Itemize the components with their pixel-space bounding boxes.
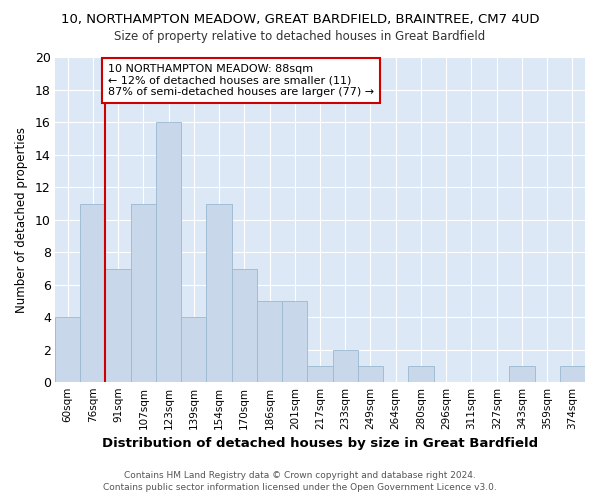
Bar (80, 204, 106, 382)
Bar (358, 366, 383, 382)
Bar (409, 366, 434, 382)
Text: 10 NORTHAMPTON MEADOW: 88sqm
← 12% of detached houses are smaller (11)
87% of se: 10 NORTHAMPTON MEADOW: 88sqm ← 12% of de… (108, 64, 374, 97)
Y-axis label: Number of detached properties: Number of detached properties (15, 127, 28, 313)
Bar (232, 268, 257, 382)
Bar (560, 366, 585, 382)
Text: Size of property relative to detached houses in Great Bardfield: Size of property relative to detached ho… (115, 30, 485, 43)
Text: Contains HM Land Registry data © Crown copyright and database right 2024.
Contai: Contains HM Land Registry data © Crown c… (103, 471, 497, 492)
Text: 10, NORTHAMPTON MEADOW, GREAT BARDFIELD, BRAINTREE, CM7 4UD: 10, NORTHAMPTON MEADOW, GREAT BARDFIELD,… (61, 12, 539, 26)
Bar (156, 122, 181, 382)
X-axis label: Distribution of detached houses by size in Great Bardfield: Distribution of detached houses by size … (102, 437, 538, 450)
Bar (206, 204, 232, 382)
Bar (509, 366, 535, 382)
Bar (307, 366, 332, 382)
Bar (181, 318, 206, 382)
Bar (131, 204, 156, 382)
Bar (106, 268, 131, 382)
Bar (257, 301, 282, 382)
Bar (332, 350, 358, 382)
Bar (282, 301, 307, 382)
Bar (55, 318, 80, 382)
